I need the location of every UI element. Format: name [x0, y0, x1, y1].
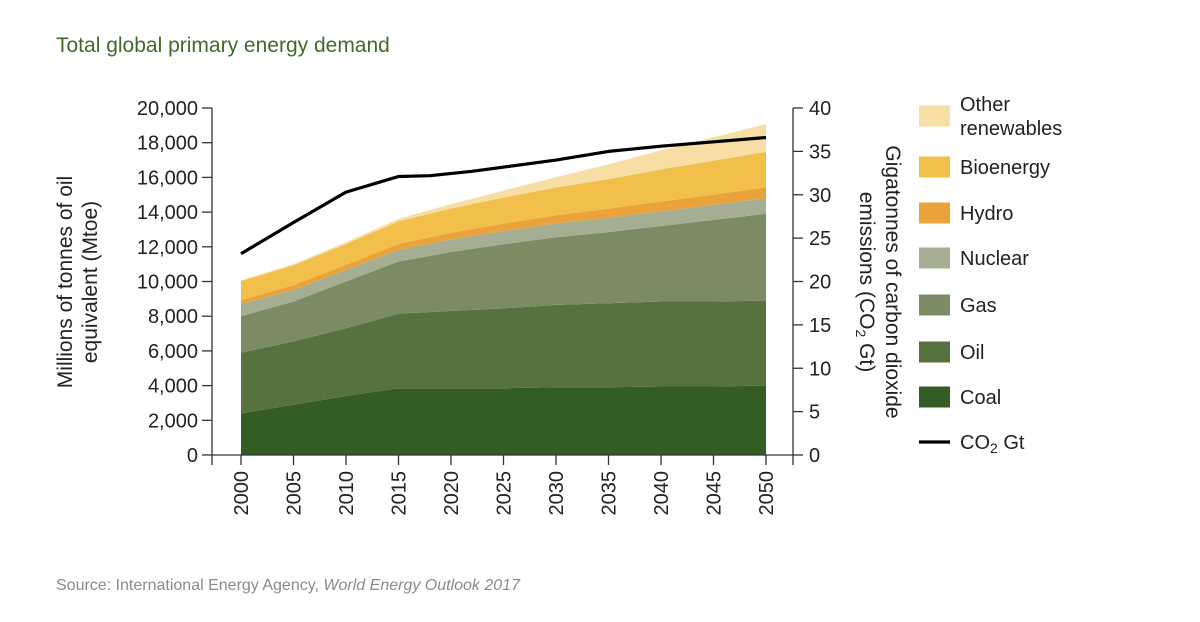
x-tick-label: 2050: [756, 471, 778, 516]
x-tick-label: 2010: [336, 471, 358, 516]
x-tick-label: 2015: [389, 471, 411, 516]
x-tick-label: 2005: [284, 471, 306, 516]
legend-label-gas: Gas: [960, 295, 997, 317]
area-bioenergy: [241, 151, 766, 301]
legend-swatch-oil: [919, 341, 950, 363]
x-tick-label: 2025: [494, 471, 516, 516]
legend-label-line1: Other: [960, 94, 1010, 116]
source-note: Source: International Energy Agency, Wor…: [56, 577, 520, 595]
co2-line: [240, 135, 767, 256]
legend-swatch-gas: [919, 294, 950, 316]
legend-label-other-renewables: Other renewables: [960, 94, 1062, 140]
left-tick-label: 16,000: [137, 167, 198, 189]
legend-label-line2: renewables: [960, 118, 1062, 140]
legend-swatch-other-renewables: [919, 105, 950, 127]
left-tick-label: 4,000: [148, 376, 198, 398]
area-hydro: [241, 187, 766, 305]
legend-co2-suffix: Gt: [998, 432, 1025, 454]
left-tick-label: 2,000: [148, 410, 198, 432]
co2-line-group: [240, 135, 767, 256]
source-publication: World Energy Outlook 2017: [323, 577, 520, 594]
legend-co2-prefix: CO: [960, 432, 990, 454]
left-tick-label: 0: [187, 445, 198, 467]
right-tick-label: 35: [809, 141, 831, 163]
axes: 0 2,000 4,000 6,000 8,000 10,000 12,000 14,000 1…: [54, 98, 904, 516]
right-axis-title: Gigatonnes of carbon dioxideemissions (C…: [853, 145, 904, 418]
left-tick-label: 10,000: [137, 272, 198, 294]
x-tick-label: 2040: [651, 471, 673, 516]
legend-swatch-nuclear: [919, 247, 950, 269]
source-prefix: Source: International Energy Agency,: [56, 577, 324, 594]
legend-swatch-hydro: [919, 202, 950, 224]
legend-label-oil: Oil: [960, 342, 984, 364]
x-tick-label: 2045: [704, 471, 726, 516]
area-gas: [241, 213, 766, 353]
area-oil: [241, 300, 766, 414]
right-axis-title-subscript: 2: [853, 329, 869, 337]
stacked-areas: [241, 124, 766, 455]
x-tick-label: 2020: [441, 471, 463, 516]
right-axis-title-line1: Gigatonnes of carbon dioxide: [881, 145, 904, 418]
right-tick-label: 20: [809, 272, 831, 294]
right-tick-label: 30: [809, 185, 831, 207]
area-coal: [241, 385, 766, 455]
right-tick-label: 5: [809, 402, 820, 424]
right-tick-label: 15: [809, 315, 831, 337]
x-tick-label: 2030: [546, 471, 568, 516]
left-tick-label: 6,000: [148, 341, 198, 363]
legend-label-hydro: Hydro: [960, 203, 1013, 225]
legend: Other renewables Bioenergy Hydro Nuclear Gas O…: [919, 94, 1062, 456]
left-axis-title-line1: Millions of tonnes of oil: [54, 176, 77, 388]
x-tick-label: 2035: [599, 471, 621, 516]
right-axis-title-line2: emissions (CO: [855, 192, 878, 330]
legend-label-co2: CO2 Gt: [960, 432, 1025, 456]
legend-label-coal: Coal: [960, 387, 1001, 409]
right-tick-label: 0: [809, 445, 820, 467]
left-tick-label: 8,000: [148, 306, 198, 328]
left-axis-title: Millions of tonnes of oilequivalent (Mto…: [54, 176, 102, 388]
left-tick-label: 12,000: [137, 237, 198, 259]
right-tick-label: 25: [809, 228, 831, 250]
legend-swatch-coal: [919, 386, 950, 408]
legend-co2-subscript: 2: [990, 440, 998, 456]
legend-label-nuclear: Nuclear: [960, 248, 1029, 270]
legend-label-bioenergy: Bioenergy: [960, 157, 1050, 179]
left-tick-label: 18,000: [137, 133, 198, 155]
chart-title: Total global primary energy demand: [56, 34, 390, 57]
left-axis-title-line2: equivalent (Mtoe): [79, 201, 102, 363]
right-tick-label: 10: [809, 358, 831, 380]
right-axis-title-suffix: Gt): [855, 337, 878, 372]
area-other-renewables: [241, 124, 766, 281]
right-tick-label: 40: [809, 98, 831, 120]
area-nuclear: [241, 198, 766, 317]
legend-swatch-bioenergy: [919, 156, 950, 178]
left-tick-label: 20,000: [137, 98, 198, 120]
x-tick-label: 2000: [231, 471, 253, 516]
left-tick-label: 14,000: [137, 202, 198, 224]
